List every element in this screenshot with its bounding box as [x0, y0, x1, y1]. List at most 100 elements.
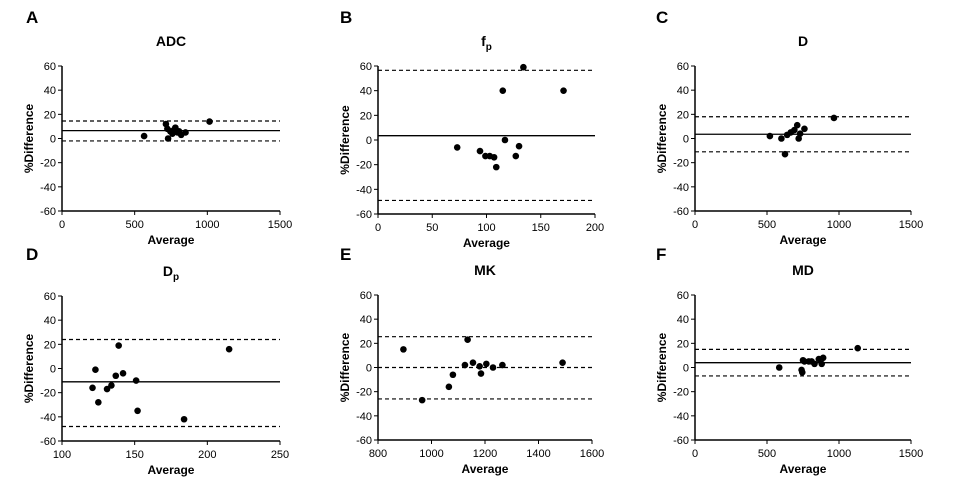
panel-e-y-tick-label: 0: [366, 363, 372, 375]
panel-d-data-point: [103, 385, 111, 393]
panel-f-y-axis-label: %Difference: [655, 332, 669, 402]
panel-b-title: fp: [481, 33, 492, 53]
panel-a-y-axis-label: %Difference: [22, 103, 36, 173]
panel-a-letter: A: [26, 8, 38, 27]
panel-e-data-point: [483, 360, 490, 368]
panel-b-x-tick-label: 200: [586, 222, 604, 234]
panel-d-data-point: [112, 372, 120, 380]
panel-c-x-tick-label: 0: [692, 219, 698, 231]
panel-b-x-tick-label: 150: [532, 222, 550, 234]
panel-f-x-axis-label: Average: [780, 462, 827, 476]
panel-a-y-tick-label: 20: [44, 109, 56, 121]
panel-d-x-tick-label: 250: [271, 449, 289, 461]
panel-c: C D -60 -40 -20 0 20 40 60 0 500 1000 1500 Average %Di…: [655, 8, 923, 247]
panel-d-data-point: [132, 377, 140, 384]
panel-e-y-tick-label: -40: [356, 411, 372, 423]
panel-b-data-point: [476, 147, 484, 155]
panel-d-y-tick-label: 20: [44, 339, 56, 351]
panel-f-x-tick-label: 500: [758, 448, 776, 460]
panel-c-y-tick-label: 20: [677, 109, 689, 121]
panel-e-title: MK: [474, 262, 496, 278]
panel-f-y-tick-label: 20: [677, 338, 689, 350]
panel-a-y-tick-label: 40: [44, 85, 56, 97]
panel-b-y-tick-label: 0: [366, 135, 372, 147]
panel-c-y-tick-label: -20: [673, 158, 689, 170]
panel-d-x-axis-label: Average: [148, 463, 195, 477]
panel-b-y-tick-label: 60: [360, 61, 372, 73]
panel-c-y-tick-label: -40: [673, 182, 689, 194]
panel-a-y-tick-label: 0: [50, 134, 56, 146]
panel-a-title-main: ADC: [156, 33, 186, 49]
panel-a-data-point: [140, 132, 148, 140]
panel-d-title-main: D: [163, 263, 173, 279]
panel-c-x-tick-label: 500: [758, 219, 776, 231]
panel-c-title-main: D: [798, 33, 808, 49]
panel-a-x-tick-label: 0: [59, 219, 65, 231]
panel-e-data-point: [559, 359, 566, 366]
panel-b-x-tick-label: 50: [426, 222, 438, 234]
panel-e-data-point: [461, 361, 469, 369]
panel-f-data-point: [775, 364, 783, 371]
panel-d-y-tick-label: 60: [44, 291, 56, 303]
panel-c-title: D: [798, 33, 808, 49]
panel-f-y-tick-label: 40: [677, 314, 689, 326]
panel-d-y-tick-label: 0: [50, 364, 56, 376]
panel-f-x-tick-label: 1500: [899, 448, 923, 460]
panel-d-data-point: [115, 342, 122, 349]
panel-b-x-tick-label: 100: [477, 222, 495, 234]
panel-f-title-main: MD: [792, 262, 814, 278]
panel-a-title: ADC: [156, 33, 186, 49]
panel-f-x-tick-label: 1000: [827, 448, 851, 460]
panel-e-x-tick-label: 1400: [526, 448, 550, 460]
panel-c-y-tick-label: -60: [673, 206, 689, 218]
panel-e-y-tick-label: 20: [360, 338, 372, 350]
panel-b-title-subscript: p: [486, 42, 492, 53]
panel-d-title-subscript: p: [173, 272, 179, 283]
panel-a-y-tick-label: -40: [40, 182, 56, 194]
panel-e-data-point: [499, 361, 506, 369]
panel-f-data-point: [819, 354, 827, 362]
panel-d-y-tick-label: -40: [40, 412, 56, 424]
panel-e-x-tick-label: 800: [369, 448, 387, 460]
panel-a-y-tick-label: -20: [40, 158, 56, 170]
panel-f: F MD -60 -40 -20 0 20 40 60 0 500 1000 1500 Average %D…: [655, 245, 923, 476]
panel-d-data-point: [108, 382, 115, 389]
panel-a-x-tick-label: 1500: [268, 219, 292, 231]
panel-d-x-tick-label: 150: [125, 449, 143, 461]
panel-f-y-tick-label: -40: [673, 411, 689, 423]
panel-b-data-point: [515, 142, 523, 150]
panel-d-data-point: [119, 370, 127, 377]
panel-e-x-tick-label: 1000: [419, 448, 443, 460]
panel-b-x-tick-label: 0: [375, 222, 381, 234]
panel-a-x-axis-label: Average: [148, 233, 195, 247]
panel-e-data-point: [477, 370, 485, 377]
panel-b-y-tick-label: -40: [356, 184, 372, 196]
panel-b-data-point: [520, 63, 527, 71]
panel-b-data-point: [501, 136, 509, 144]
panel-c-y-tick-label: 0: [683, 134, 689, 146]
panel-b-data-point: [453, 144, 461, 151]
panel-e-y-tick-label: -20: [356, 387, 372, 399]
panel-d-title: Dp: [163, 263, 179, 283]
panel-b-y-tick-label: 20: [360, 110, 372, 122]
panel-e-y-tick-label: -60: [356, 435, 372, 447]
panel-e-data-point: [469, 359, 477, 366]
panel-a-y-tick-label: 60: [44, 61, 56, 73]
panel-d-letter: D: [26, 245, 38, 264]
panel-e-data-point: [418, 396, 426, 404]
panel-b-y-axis-label: %Difference: [338, 105, 352, 175]
panel-c-x-tick-label: 1000: [827, 219, 851, 231]
panel-b-data-point: [560, 87, 567, 94]
panel-d-y-tick-label: -20: [40, 388, 56, 400]
panel-d-data-point: [92, 366, 99, 374]
panel-d-x-tick-label: 200: [198, 449, 216, 461]
panel-b: Bfp -60 -40 -20 0 20 40 60 0 50 100 150 200 Average %D…: [338, 8, 604, 250]
panel-c-data-point: [766, 132, 774, 140]
panel-f-y-tick-label: 60: [677, 290, 689, 302]
panel-c-data-point: [801, 125, 808, 133]
panel-e-data-point: [464, 336, 471, 344]
panel-b-data-point: [512, 152, 520, 160]
panel-a-x-tick-label: 1000: [195, 219, 219, 231]
panel-f-title: MD: [792, 262, 814, 278]
